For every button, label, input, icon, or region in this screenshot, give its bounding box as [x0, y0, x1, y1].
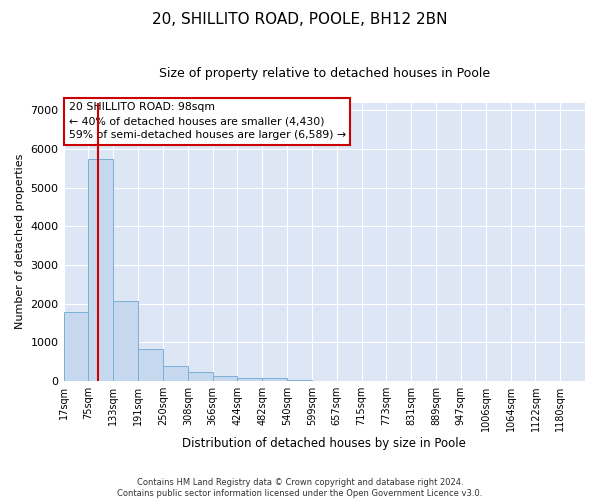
Bar — [262, 378, 287, 381]
Bar — [163, 366, 188, 381]
Bar — [138, 350, 163, 381]
X-axis label: Distribution of detached houses by size in Poole: Distribution of detached houses by size … — [182, 437, 466, 450]
Text: 20, SHILLITO ROAD, POOLE, BH12 2BN: 20, SHILLITO ROAD, POOLE, BH12 2BN — [152, 12, 448, 28]
Bar — [287, 380, 311, 381]
Bar — [88, 158, 113, 381]
Text: Contains HM Land Registry data © Crown copyright and database right 2024.
Contai: Contains HM Land Registry data © Crown c… — [118, 478, 482, 498]
Text: 20 SHILLITO ROAD: 98sqm
← 40% of detached houses are smaller (4,430)
59% of semi: 20 SHILLITO ROAD: 98sqm ← 40% of detache… — [69, 102, 346, 141]
Title: Size of property relative to detached houses in Poole: Size of property relative to detached ho… — [159, 68, 490, 80]
Bar — [238, 378, 262, 381]
Bar — [64, 312, 88, 381]
Bar — [113, 302, 138, 381]
Bar — [188, 372, 212, 381]
Y-axis label: Number of detached properties: Number of detached properties — [15, 154, 25, 330]
Bar — [212, 376, 238, 381]
